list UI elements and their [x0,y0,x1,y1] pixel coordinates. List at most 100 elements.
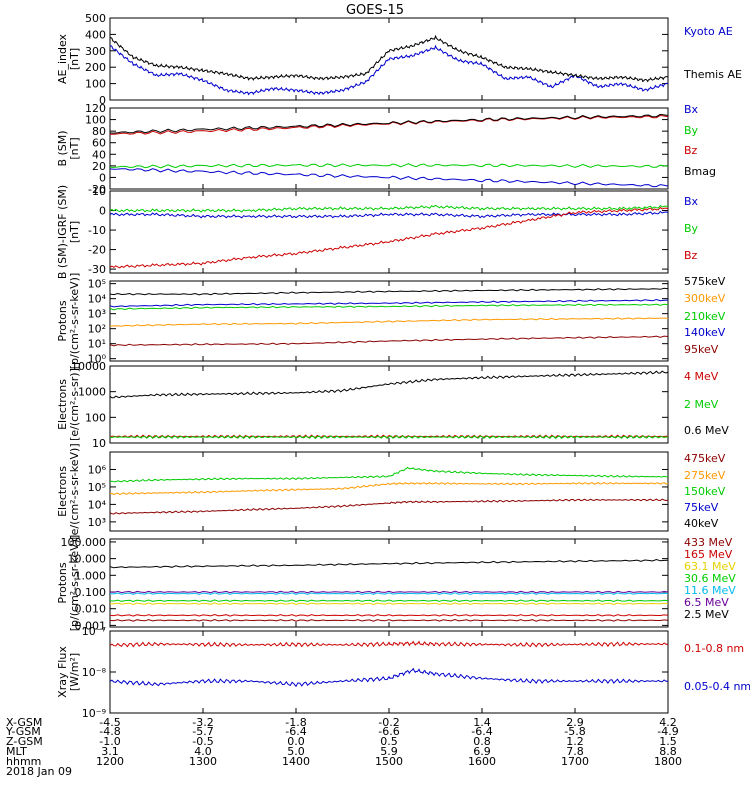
y-tick-label: 100 [85,411,106,424]
footer-value: 1.4 [473,716,491,729]
footer-value: 4.0 [194,745,212,758]
panel-digrf: -30 -20 -10 0 10 B (SM)-IGRF (SM) [nT] Bx By Bz [56,185,699,279]
footer-value: -5.8 [564,725,585,738]
series-line [109,210,669,219]
series-line [109,168,669,188]
y-axis-label: [nT] [68,221,81,243]
legend-entry: 210keV [684,310,726,323]
legend-entry: 95keV [684,343,719,356]
y-tick-label: 80 [92,125,106,138]
y-tick-label: 100 [85,114,106,127]
y-tick-label: 100 [85,78,106,91]
legend-entry: 0.6 MeV [684,424,729,437]
footer-value: 5.0 [287,745,305,758]
footer-value: -0.2 [378,716,399,729]
legend-entry: 40keV [684,517,719,530]
footer-value: -5.7 [192,725,213,738]
series-line [109,287,669,296]
y-tick-label: 0.010 [75,603,107,616]
plot-title: GOES-15 [346,3,404,18]
series-line [109,618,669,622]
y-tick-label: 10⁴ [88,293,107,306]
series-line [109,602,669,606]
y-tick-label: 10⁶ [88,463,107,476]
legend-entry: 140keV [684,326,726,339]
series-line [109,204,669,213]
y-tick-label: 0.001 [75,619,107,632]
series-line [109,592,669,595]
footer-value: -1.0 [99,735,120,748]
footer-value: 1700 [561,755,589,768]
y-tick-label: 10⁻⁹ [82,707,106,720]
footer-value: 1500 [375,755,403,768]
panel-frame [109,190,669,274]
legend-entry: Bx [684,195,699,208]
panel-frame [109,538,669,628]
legend-entry: 475keV [684,452,726,465]
y-tick-label: 0 [99,94,106,107]
footer-row-label: MLT [6,745,27,758]
y-tick-label: 1000 [78,386,106,399]
footer-value: -6.6 [378,725,399,738]
footer-value: 8.8 [659,745,677,758]
y-tick-label: 10.000 [68,553,107,566]
series-line [109,599,669,603]
footer-value: 1300 [189,755,217,768]
series-line [109,590,669,594]
y-tick-label: 400 [85,28,106,41]
series-line [109,206,669,269]
footer-value: 3.1 [101,745,119,758]
y-tick-label: 120 [85,102,106,115]
footer-value: 1.5 [659,735,677,748]
y-tick-label: 10⁴ [88,498,107,511]
y-tick-label: 10000 [71,360,106,373]
footer-row-label: Z-GSM [6,735,43,748]
footer-value: 0.0 [287,735,305,748]
footer-value: -3.2 [192,716,213,729]
y-tick-label: 0.100 [75,586,107,599]
footer-value: 1.2 [566,735,584,748]
footer-value: 6.9 [473,745,491,758]
series-line [109,317,669,327]
series-line [109,466,669,483]
y-axis-label: [p/(cm²-s-sr-keV)] [68,273,81,370]
y-tick-label: 10² [88,323,106,336]
series-line [109,434,669,439]
footer-value: -0.5 [192,735,213,748]
panel-protons_mev: 0.001 0.010 0.100 1.000 10.000 100.000 Protons… [56,535,736,633]
y-axis-label: [W/m²] [68,653,81,691]
series-line [109,113,669,134]
y-axis-label: [e/(cm²-s-sr)] [68,368,81,441]
y-tick-label: -10 [88,224,106,237]
footer-value: -1.8 [285,716,306,729]
y-tick-label: 10⁵ [88,278,106,291]
series-line [109,640,669,648]
y-axis-label: [nT] [68,137,81,159]
y-axis-label: Protons [56,562,69,603]
y-tick-label: 100.000 [61,536,107,549]
y-tick-label: 10⁻⁷ [82,625,106,638]
footer-row-label: hhmm [6,755,41,768]
y-tick-label: 10¹ [88,338,106,351]
footer-value: 1400 [282,755,310,768]
y-tick-label: 10³ [88,516,106,529]
footer-value: 5.9 [380,745,398,758]
footer-value: -4.5 [99,716,120,729]
y-tick-label: 20 [92,160,106,173]
y-tick-label: -20 [88,183,106,196]
series-line [109,303,669,311]
legend-entry: Kyoto AE [684,25,733,38]
y-tick-label: 300 [85,45,106,58]
legend-entry: Bz [684,249,698,262]
legend-entry: 75keV [684,501,719,514]
series-line [109,667,669,688]
footer-value: 2.9 [566,716,584,729]
series-line [109,481,669,496]
y-tick-label: 0 [99,205,106,218]
series-line [109,370,669,399]
panel-frame [109,365,669,444]
footer-value: 7.8 [566,745,584,758]
y-axis-label: [nT] [68,48,81,70]
